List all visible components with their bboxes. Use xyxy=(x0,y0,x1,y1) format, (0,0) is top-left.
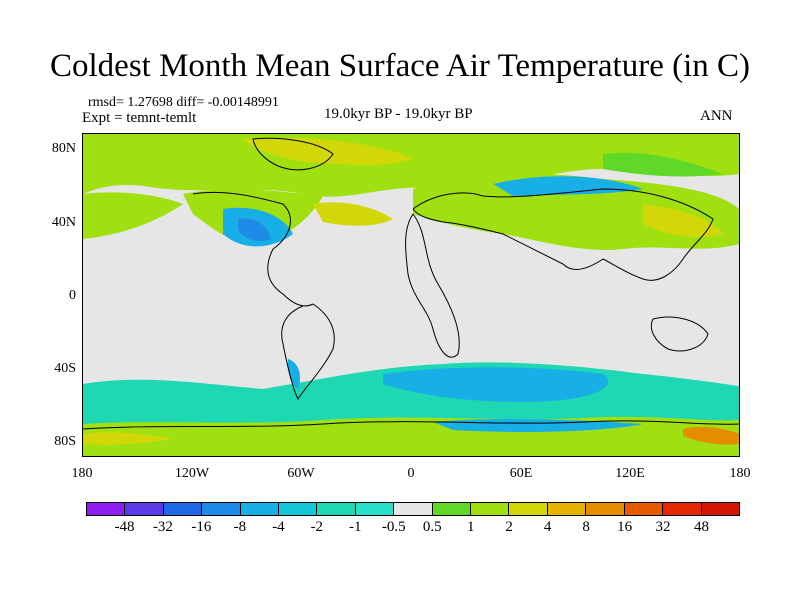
antarctica-coastline xyxy=(83,420,739,430)
colorbar-swatch xyxy=(586,503,625,515)
colorbar-label: 8 xyxy=(582,519,590,535)
colorbar-swatch xyxy=(509,503,548,515)
eurasia-anomaly-region xyxy=(413,173,739,251)
colorbar-swatch xyxy=(240,503,280,515)
colorbar-label: 16 xyxy=(617,519,633,535)
stats-text: rmsd= 1.27698 diff= -0.00148991 xyxy=(88,95,279,110)
north-pacific-anomaly-region xyxy=(83,192,183,239)
coastlines xyxy=(83,137,739,430)
colorbar-swatch xyxy=(355,503,395,515)
siberia-anomaly-region xyxy=(603,152,723,177)
colorbar-swatch xyxy=(471,503,510,515)
greenland-coastline xyxy=(252,137,334,171)
eurasia-cold-anomaly xyxy=(493,176,643,196)
y-tick-label: 80S xyxy=(54,434,76,449)
x-tick-label: 180 xyxy=(729,466,751,481)
colorbar-label: -0.5 xyxy=(381,519,406,535)
colorbar-label: -4 xyxy=(272,519,285,535)
australia-coastline xyxy=(650,316,709,352)
colorbar-swatch xyxy=(701,503,739,515)
x-tick-label: 120W xyxy=(174,466,210,481)
colorbar-swatch xyxy=(163,503,203,515)
map-title: Coldest Month Mean Surface Air Temperatu… xyxy=(50,48,750,84)
y-tick-label: 40N xyxy=(51,215,76,230)
antarctica-anomaly-region xyxy=(83,416,739,456)
map-panel xyxy=(82,133,740,457)
y-tick-label: 80N xyxy=(51,141,76,156)
colorbar-label: 48 xyxy=(694,519,710,535)
north-anomaly-region xyxy=(83,134,739,197)
colorbar-label: -32 xyxy=(152,519,173,535)
colorbar-label: 1 xyxy=(466,519,475,535)
colorbar-label: 4 xyxy=(543,519,552,535)
colorbar xyxy=(86,502,740,516)
antarctica-warm-anomaly-east xyxy=(683,426,739,445)
east-asia-warm-anomaly xyxy=(643,204,723,238)
antarctica-warm-anomaly-west xyxy=(83,432,173,445)
colorbar-label: -2 xyxy=(310,519,324,535)
period-label: 19.0kyr BP - 19.0kyr BP xyxy=(324,106,473,122)
colorbar-swatch xyxy=(663,503,702,515)
map-canvas xyxy=(83,134,739,456)
x-tick-label: 0 xyxy=(407,466,415,481)
colorbar-swatch xyxy=(317,503,356,515)
colorbar-swatch xyxy=(547,503,587,515)
colorbar-swatch xyxy=(624,503,664,515)
greenland-anomaly-region xyxy=(243,137,413,166)
y-tick-label: 40S xyxy=(54,361,76,376)
colorbar-label: -8 xyxy=(233,519,247,535)
south-america-coastline xyxy=(281,303,335,400)
colorbar-swatch xyxy=(87,503,126,515)
colorbar-swatch xyxy=(394,503,433,515)
x-tick-label: 60E xyxy=(509,466,533,481)
x-tick-label: 60W xyxy=(287,466,315,481)
north-america-strong-cold-anomaly xyxy=(238,218,271,241)
colorbar-swatch xyxy=(125,503,164,515)
experiment-label: Expt = temnt-temlt xyxy=(82,110,197,126)
colorbar-swatch xyxy=(279,503,318,515)
colorbar-swatch xyxy=(202,503,241,515)
colorbar-label: 0.5 xyxy=(422,519,442,535)
colorbar-label: 2 xyxy=(505,519,513,535)
colorbar-label: 32 xyxy=(655,519,671,535)
x-tick-label: 120E xyxy=(615,466,645,481)
eurasia-coastline xyxy=(412,188,714,281)
antarctica-cold-anomaly xyxy=(433,418,643,432)
africa-coastline xyxy=(405,213,460,358)
colorbar-label: -1 xyxy=(349,519,362,535)
colorbar-swatch xyxy=(432,503,472,515)
colorbar-label: -48 xyxy=(114,519,135,535)
y-tick-label: 0 xyxy=(69,288,76,303)
x-tick-label: 180 xyxy=(71,466,93,481)
southern-ocean-cold-anomaly xyxy=(383,367,609,402)
north-atlantic-warm-anomaly xyxy=(313,202,393,226)
north-america-coastline xyxy=(192,191,314,307)
patagonia-cold-anomaly xyxy=(287,359,300,389)
season-label: ANN xyxy=(700,108,733,124)
colorbar-label: -16 xyxy=(191,519,212,535)
